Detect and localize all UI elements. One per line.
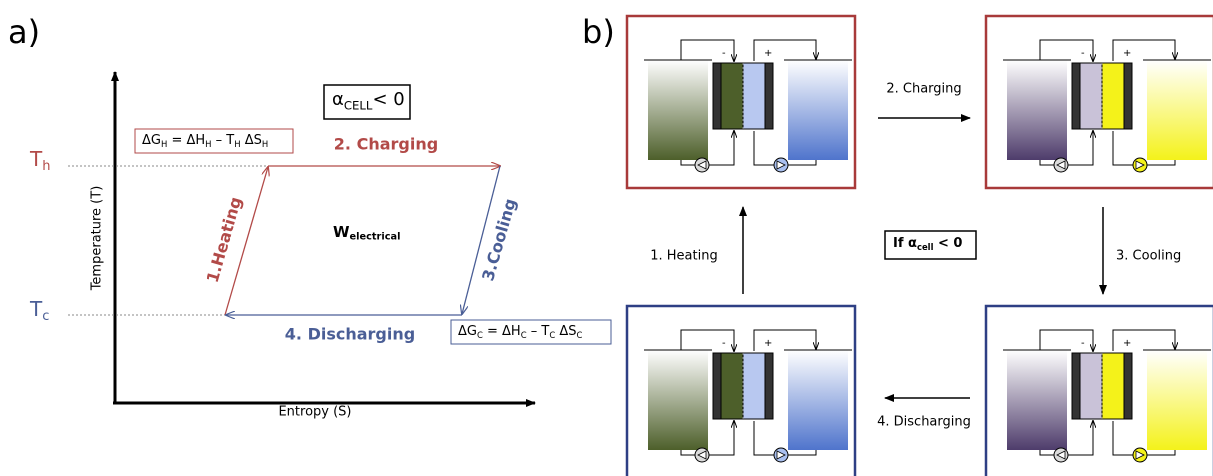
text-part: α	[332, 89, 344, 110]
cell-right-half	[743, 353, 765, 419]
text-part: = ΔH	[167, 133, 205, 148]
left-tank	[648, 350, 708, 450]
text-part: < 0	[933, 236, 962, 251]
text-part: – T	[527, 324, 550, 339]
text-part: c	[42, 309, 49, 324]
cell-box: -+	[627, 306, 855, 476]
cell-right	[1124, 63, 1132, 129]
right-tank	[788, 60, 848, 160]
cell-box: -+	[986, 306, 1213, 476]
eq-hot: ΔGH = ΔHH – TH ΔSH	[142, 133, 268, 149]
cooling-label: 3. Cooling	[1116, 249, 1181, 264]
eq-cold: ΔGC = ΔHC – TC ΔSC	[458, 324, 583, 340]
text-part: C	[577, 329, 583, 339]
text-part: ΔG	[458, 324, 477, 339]
cell-right	[765, 353, 773, 419]
panel-label: a)	[8, 13, 40, 51]
cooling-label: 3.Cooling	[478, 196, 520, 283]
cell-right-half	[1102, 63, 1124, 129]
cell-left	[713, 63, 721, 129]
right-tank	[1147, 350, 1207, 450]
cell-left	[1072, 353, 1080, 419]
left-tank	[1007, 350, 1067, 450]
text-part: If α	[893, 236, 917, 251]
text-part: = ΔH	[483, 324, 521, 339]
cell-box: -+	[627, 16, 855, 188]
cold-temperature: Tc	[29, 297, 49, 324]
cell-left-half	[721, 63, 743, 129]
discharging-label: 4. Discharging	[877, 415, 971, 430]
terminal: +	[1123, 338, 1131, 349]
right-tank	[788, 350, 848, 450]
hot-temperature: Th	[29, 147, 50, 174]
cell-left-half	[721, 353, 743, 419]
text-part: T	[29, 147, 43, 171]
discharging-label: 4. Discharging	[285, 325, 415, 344]
cell-right-half	[1102, 353, 1124, 419]
text-part: ΔS	[241, 133, 262, 148]
cell-right	[765, 63, 773, 129]
text-part: – T	[212, 133, 235, 148]
terminal: +	[1123, 48, 1131, 59]
y-axis-label: Temperature (T)	[90, 186, 105, 292]
cell-left	[713, 353, 721, 419]
left-tank	[648, 60, 708, 160]
text-part: ΔS	[555, 324, 576, 339]
cell-left	[1072, 63, 1080, 129]
text-part: ΔG	[142, 133, 161, 148]
heating-label: 1.Heating	[203, 195, 246, 285]
cell-left-half	[1080, 353, 1102, 419]
text-part: W	[333, 223, 350, 241]
cell-box: -+	[986, 16, 1213, 188]
x-axis-label: Entropy (S)	[278, 405, 351, 420]
heating-label: 1. Heating	[650, 249, 717, 264]
text-part: < 0	[372, 89, 404, 110]
terminal: +	[764, 48, 772, 59]
text-part: CELL	[344, 98, 373, 112]
terminal: -	[722, 48, 726, 59]
text-part: electrical	[350, 232, 401, 243]
text-part: cell	[917, 241, 934, 251]
terminal: +	[764, 338, 772, 349]
right-tank	[1147, 60, 1207, 160]
text-part: H	[262, 138, 268, 148]
cell-left-half	[1080, 63, 1102, 129]
text-part: h	[42, 159, 50, 174]
text-part: T	[29, 297, 43, 321]
charging-label: 2. Charging	[886, 82, 961, 97]
cell-right-half	[743, 63, 765, 129]
work: Welectrical	[333, 223, 400, 243]
terminal: -	[1081, 48, 1085, 59]
charging-label: 2. Charging	[334, 135, 438, 154]
cell-right	[1124, 353, 1132, 419]
terminal: -	[722, 338, 726, 349]
left-tank	[1007, 60, 1067, 160]
panel-label: b)	[582, 13, 615, 51]
figure: -+-+-+-+ a)Temperature (T)Entropy (S)ThT…	[0, 0, 1213, 476]
terminal: -	[1081, 338, 1085, 349]
